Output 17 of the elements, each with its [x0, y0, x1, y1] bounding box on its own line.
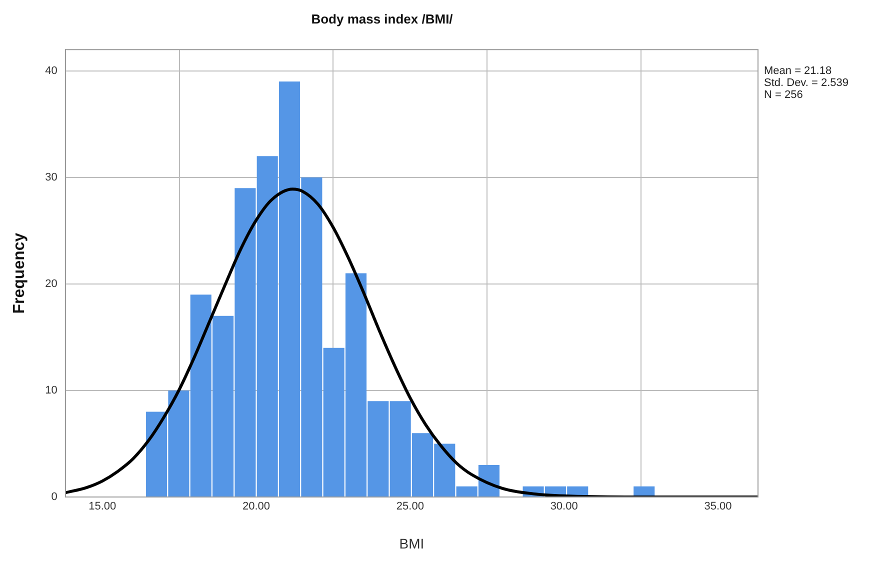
- y-tick-label: 0: [51, 491, 58, 504]
- y-tick-label: 40: [45, 64, 58, 77]
- x-tick-label: 15.00: [88, 500, 116, 513]
- text: N = 256: [764, 89, 803, 102]
- y-tick-label: 10: [45, 384, 58, 397]
- x-tick-label: 35.00: [704, 500, 732, 513]
- line-series: [65, 188, 758, 497]
- x-tick-label: 30.00: [550, 500, 578, 513]
- chart-title: Body mass index /BMI/: [311, 11, 454, 26]
- x-tick-label: 25.00: [396, 500, 424, 513]
- text: Mean = 21.18: [764, 65, 832, 78]
- y-tick-label: 20: [45, 278, 58, 290]
- y-axis-title: Frequency: [11, 232, 28, 314]
- x-axis-title: BMI: [399, 535, 424, 552]
- y-tick-label: 30: [45, 171, 58, 184]
- text: Std. Dev. = 2.539: [764, 77, 848, 90]
- x-tick-label: 20.00: [242, 500, 270, 513]
